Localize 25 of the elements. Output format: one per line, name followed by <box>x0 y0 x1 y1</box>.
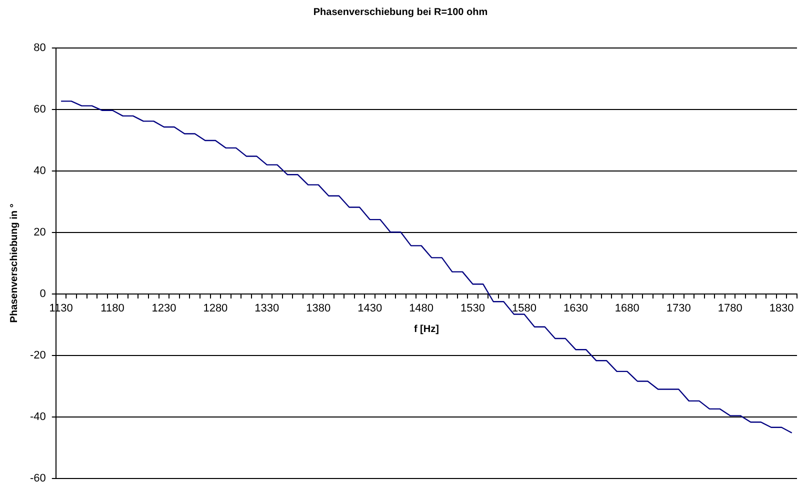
y-tick-label: -40 <box>30 410 46 423</box>
x-axis-title: f [Hz] <box>414 324 439 335</box>
x-tick-label: 1730 <box>666 302 691 315</box>
y-axis-title: Phasenverschiebung in ° <box>8 204 20 323</box>
y-tick-label: 20 <box>34 226 46 238</box>
x-tick-label: 1230 <box>152 302 176 315</box>
x-tick-label: 1830 <box>769 302 794 315</box>
x-tick-label: 1180 <box>100 302 124 315</box>
x-tick-label: 1330 <box>254 302 280 315</box>
x-tick-label: 1680 <box>614 302 640 315</box>
x-tick-label: 1280 <box>203 302 228 315</box>
x-tick-label: 1430 <box>358 302 382 315</box>
y-tick-label: 40 <box>34 165 46 178</box>
y-tick-label: 80 <box>34 42 46 54</box>
x-tick-label: 1480 <box>409 302 434 315</box>
x-tick-label: 1580 <box>512 302 536 315</box>
y-tick-label: -60 <box>30 472 46 484</box>
x-tick-label: 1530 <box>460 302 486 315</box>
chart-title: Phasenverschiebung bei R=100 ohm <box>313 6 488 18</box>
y-tick-label: -20 <box>30 349 46 362</box>
y-tick-label: 0 <box>40 288 46 300</box>
x-tick-label: 1630 <box>563 302 588 315</box>
x-tick-label: 1780 <box>718 302 742 315</box>
x-tick-label: 1380 <box>306 302 331 315</box>
y-tick-label: 60 <box>34 104 46 116</box>
